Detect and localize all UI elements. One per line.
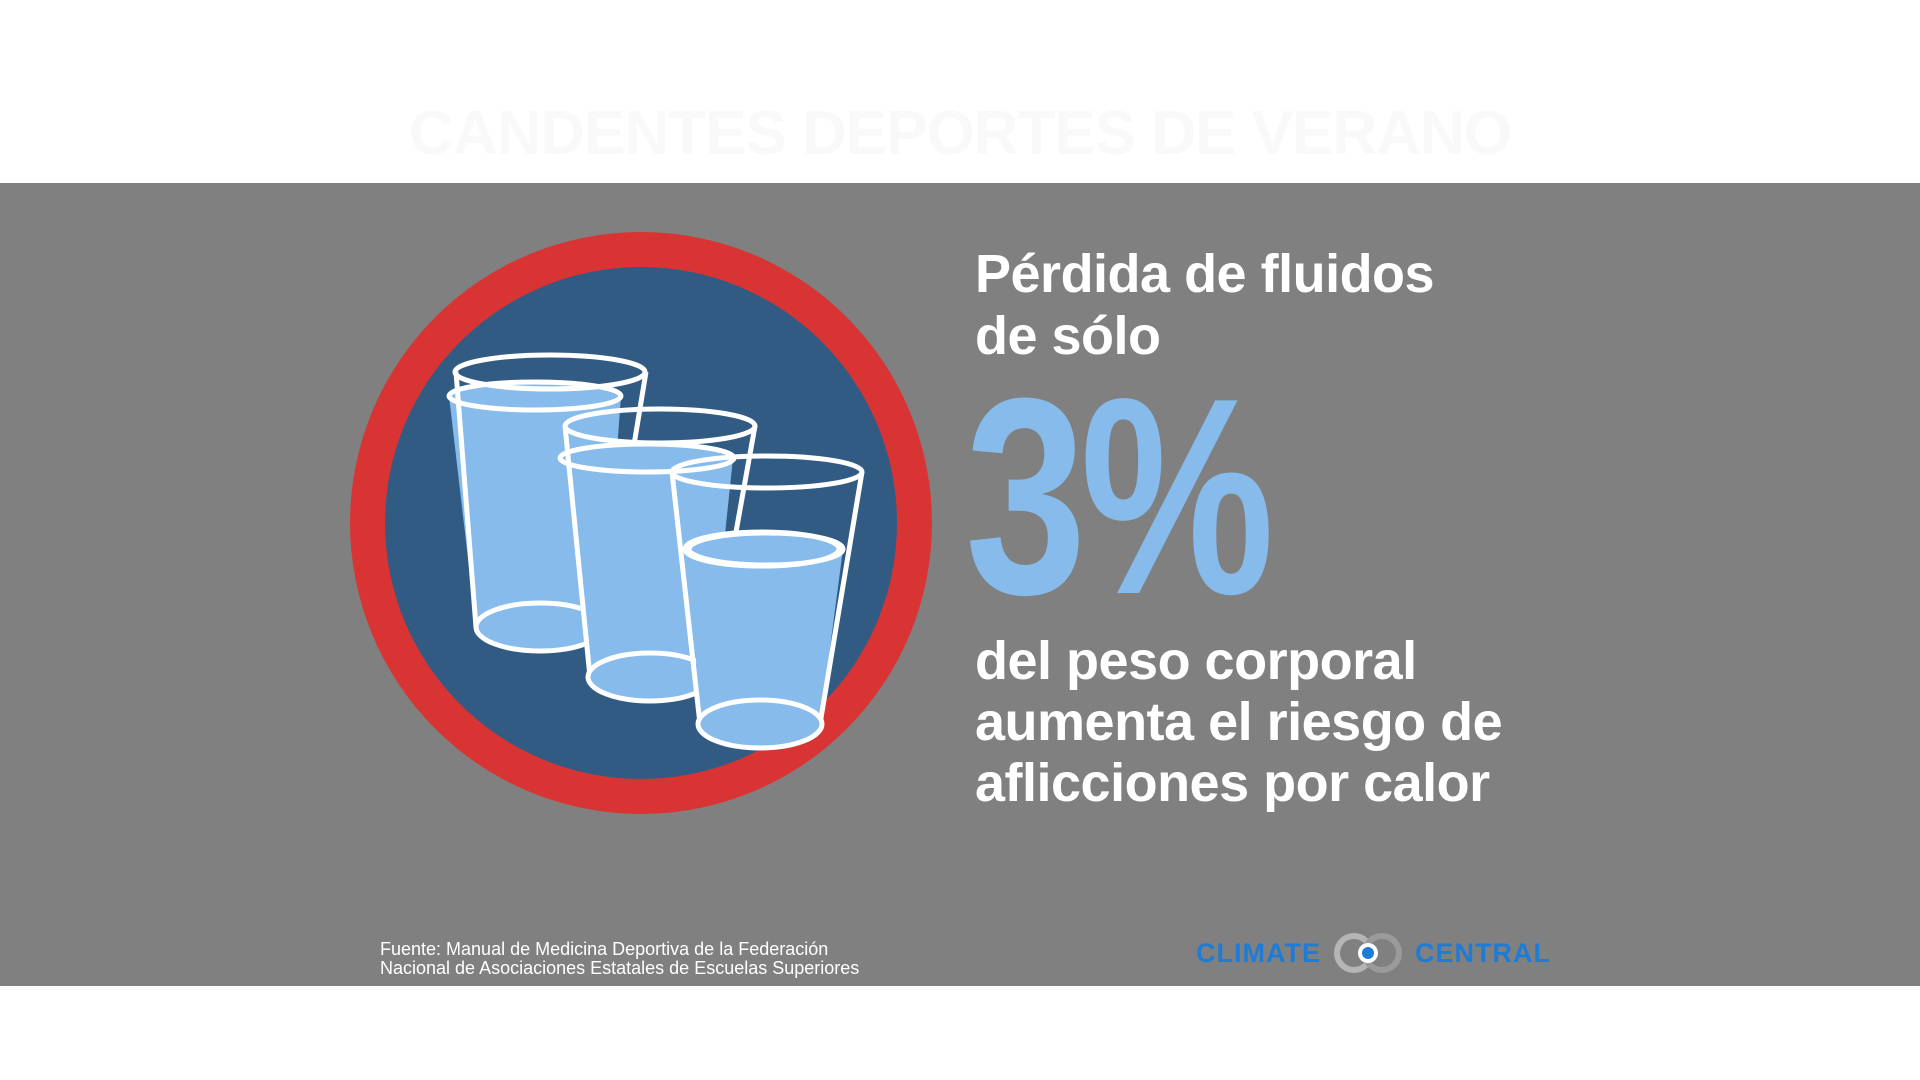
body-line-1: del peso corporal — [975, 631, 1417, 691]
water-glasses-icon — [446, 352, 865, 751]
body-line-3: aflicciones por calor — [975, 753, 1490, 813]
stat-value: 3% — [965, 341, 1274, 653]
climate-central-logo: CLIMATE CENTRAL — [1196, 933, 1551, 973]
source-citation: Fuente: Manual de Medicina Deportiva de … — [380, 940, 859, 978]
page-title: CANDENTES DEPORTES DE VERANO — [409, 99, 1512, 168]
water-glasses-badge — [350, 232, 932, 814]
main-panel: Pérdida de fluidos de sólo 3% del peso c… — [0, 183, 1920, 986]
headline-line-1: Pérdida de fluidos — [975, 244, 1435, 304]
logo-word-left: CLIMATE — [1196, 937, 1321, 968]
glass-icon — [669, 453, 865, 751]
logo-word-right: CENTRAL — [1414, 937, 1551, 968]
body-line-2: aumenta el riesgo de — [975, 692, 1503, 752]
headline-line-2: de sólo — [975, 306, 1161, 366]
stat-text-block: Pérdida de fluidos de sólo 3% del peso c… — [965, 243, 1735, 814]
source-line-1: Fuente: Manual de Medicina Deportiva de … — [380, 939, 829, 959]
climate-central-rings-icon — [1333, 933, 1402, 973]
source-line-2: Nacional de Asociaciones Estatales de Es… — [380, 958, 860, 978]
